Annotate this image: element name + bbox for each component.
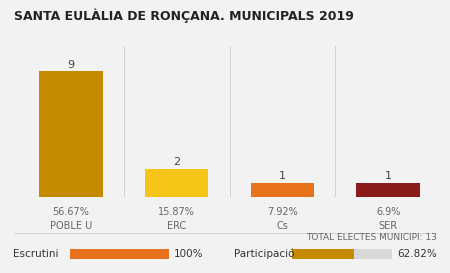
Bar xyxy=(251,183,314,197)
Text: POBLE U: POBLE U xyxy=(50,221,92,231)
Text: Escrutini: Escrutini xyxy=(14,249,59,259)
Text: SANTA EULÀLIA DE RONÇANA. MUNICIPALS 2019: SANTA EULÀLIA DE RONÇANA. MUNICIPALS 201… xyxy=(14,8,353,23)
Text: 7.92%: 7.92% xyxy=(267,207,298,218)
Text: 100%: 100% xyxy=(174,249,204,259)
Text: Participació: Participació xyxy=(234,249,294,259)
Text: TOTAL ELECTES MUNICIPI: 13: TOTAL ELECTES MUNICIPI: 13 xyxy=(306,233,436,242)
Text: 15.87%: 15.87% xyxy=(158,207,195,218)
Text: ERC: ERC xyxy=(167,221,186,231)
Text: 2: 2 xyxy=(173,157,180,167)
Text: 62.82%: 62.82% xyxy=(397,249,436,259)
Text: 56.67%: 56.67% xyxy=(53,207,89,218)
Text: 6.9%: 6.9% xyxy=(376,207,400,218)
Bar xyxy=(39,72,103,197)
Text: Cs: Cs xyxy=(276,221,288,231)
Text: SER: SER xyxy=(378,221,398,231)
Bar xyxy=(356,183,420,197)
Text: 1: 1 xyxy=(385,171,392,181)
Bar xyxy=(145,169,208,197)
Text: 1: 1 xyxy=(279,171,286,181)
Text: 9: 9 xyxy=(68,60,74,70)
